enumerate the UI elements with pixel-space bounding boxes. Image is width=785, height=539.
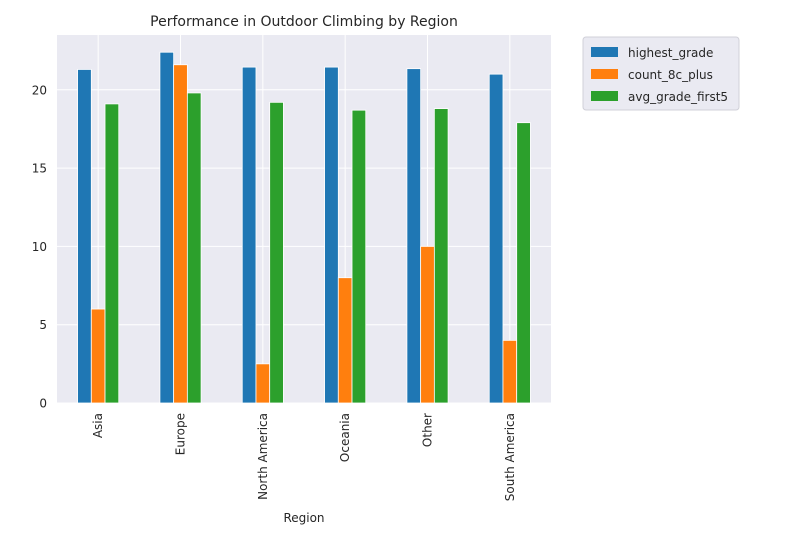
legend-swatch-highest_grade — [591, 47, 618, 57]
chart-title: Performance in Outdoor Climbing by Regio… — [150, 14, 458, 30]
bar-count_8c_plus-europe — [173, 64, 188, 404]
legend-label: count_8c_plus — [628, 68, 713, 82]
x-tick-label: Oceania — [338, 413, 352, 462]
legend-swatch-avg_grade_first5 — [591, 91, 618, 101]
bar-highest_grade-europe — [159, 51, 175, 404]
bar-highest_grade-asia — [77, 69, 92, 404]
bar-highest_grade-other — [406, 68, 422, 404]
x-tick-label: South America — [503, 413, 517, 501]
x-tick-label: Asia — [91, 413, 105, 438]
x-tick-label: Europe — [174, 413, 188, 455]
bar-highest_grade-oceania — [324, 66, 339, 404]
bar-highest_grade-north-america — [241, 66, 257, 404]
bar-avg_grade_first5-other — [433, 108, 449, 404]
y-tick-label: 5 — [39, 318, 47, 332]
plot-area — [57, 35, 551, 403]
y-tick-label: 15 — [32, 162, 47, 176]
bar-count_8c_plus-other — [420, 246, 435, 404]
bar-highest_grade-south-america — [488, 73, 504, 404]
legend: highest_grade count_8c_plus avg_grade_firs… — [582, 36, 740, 111]
legend-swatch-count_8c_plus — [591, 69, 618, 79]
legend-label: avg_grade_first5 — [628, 90, 728, 104]
bar-count_8c_plus-asia — [90, 308, 106, 404]
bar-count_8c_plus-oceania — [337, 277, 353, 404]
legend-box — [582, 36, 740, 111]
bar-avg_grade_first5-asia — [104, 103, 120, 404]
y-tick-label: 10 — [32, 240, 47, 254]
bar-avg_grade_first5-north-america — [269, 101, 284, 404]
bar-count_8c_plus-south-america — [502, 339, 518, 404]
x-axis-label: Region — [283, 511, 324, 525]
y-tick-label: 20 — [32, 83, 47, 97]
x-tick-label: Other — [421, 413, 435, 447]
bar-count_8c_plus-north-america — [255, 363, 271, 404]
y-tick-label: 0 — [39, 397, 47, 411]
bar-avg_grade_first5-europe — [186, 92, 202, 404]
bar-avg_grade_first5-oceania — [351, 109, 367, 404]
legend-label: highest_grade — [628, 46, 713, 60]
x-tick-label: North America — [256, 413, 270, 500]
bar-avg_grade_first5-south-america — [516, 122, 531, 404]
